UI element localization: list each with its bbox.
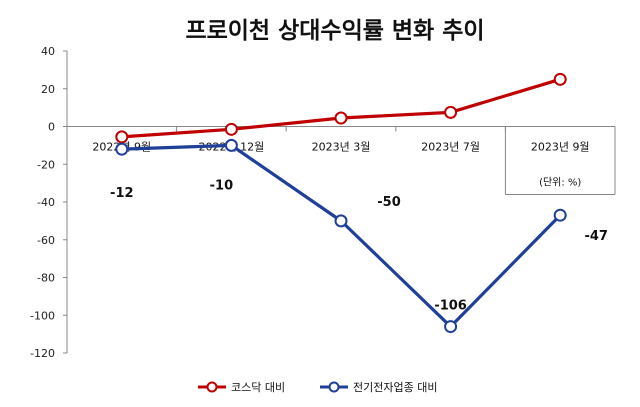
series-1-marker xyxy=(334,111,348,125)
series-1-marker xyxy=(115,130,129,144)
series-2-marker xyxy=(115,142,129,156)
data-label: -106 xyxy=(434,299,467,314)
data-label: -12 xyxy=(110,186,134,201)
y-tick-label: -20 xyxy=(37,158,55,171)
y-axis: 40 20 0 -20 -40 -60 -80 -100 -120 xyxy=(30,45,68,360)
series-2-marker xyxy=(334,214,348,228)
y-tick-label: -60 xyxy=(37,234,55,247)
legend-marker xyxy=(328,381,340,393)
legend-label: 코스닥 대비 xyxy=(231,381,285,394)
series-2-marker xyxy=(224,138,238,152)
series-layer xyxy=(115,72,567,334)
x-category-label: 2023년 7월 xyxy=(421,141,480,154)
y-tick-label: -100 xyxy=(30,309,55,322)
x-category-label: 2023년 9월 xyxy=(531,141,590,154)
y-tick-label: -120 xyxy=(30,347,55,360)
legend-marker xyxy=(206,381,218,393)
unit-note-group: (단위: %) xyxy=(504,126,616,195)
y-tick-label: 0 xyxy=(48,121,55,134)
y-tick-label: -40 xyxy=(37,196,55,209)
data-label: -47 xyxy=(584,229,608,244)
series-1-marker xyxy=(444,105,458,119)
legend: 코스닥 대비 전기전자업종 대비 xyxy=(198,381,437,394)
legend-label: 전기전자업종 대비 xyxy=(353,381,437,394)
series-2-marker xyxy=(444,320,458,334)
x-category-label: 2023년 3월 xyxy=(312,141,371,154)
y-tick-label: -80 xyxy=(37,272,55,285)
y-tick-label: 40 xyxy=(41,45,55,58)
series-line-1 xyxy=(121,77,561,139)
data-label: -50 xyxy=(377,195,401,210)
series-1-marker xyxy=(553,72,567,86)
x-axis: 2022년 9월 2022년 12월 2023년 3월 2023년 7월 2023년 9… xyxy=(66,126,616,154)
unit-note: (단위: %) xyxy=(539,176,581,189)
chart-title: 프로이천 상대수익률 변화 추이 xyxy=(185,18,484,44)
series-line-2 xyxy=(121,143,562,329)
data-labels: -12 -10 -50 -106 -47 xyxy=(110,178,608,313)
series-1-marker xyxy=(224,122,238,136)
y-tick-label: 20 xyxy=(41,83,55,96)
data-label: -10 xyxy=(210,178,234,193)
series-2-marker xyxy=(553,208,567,222)
